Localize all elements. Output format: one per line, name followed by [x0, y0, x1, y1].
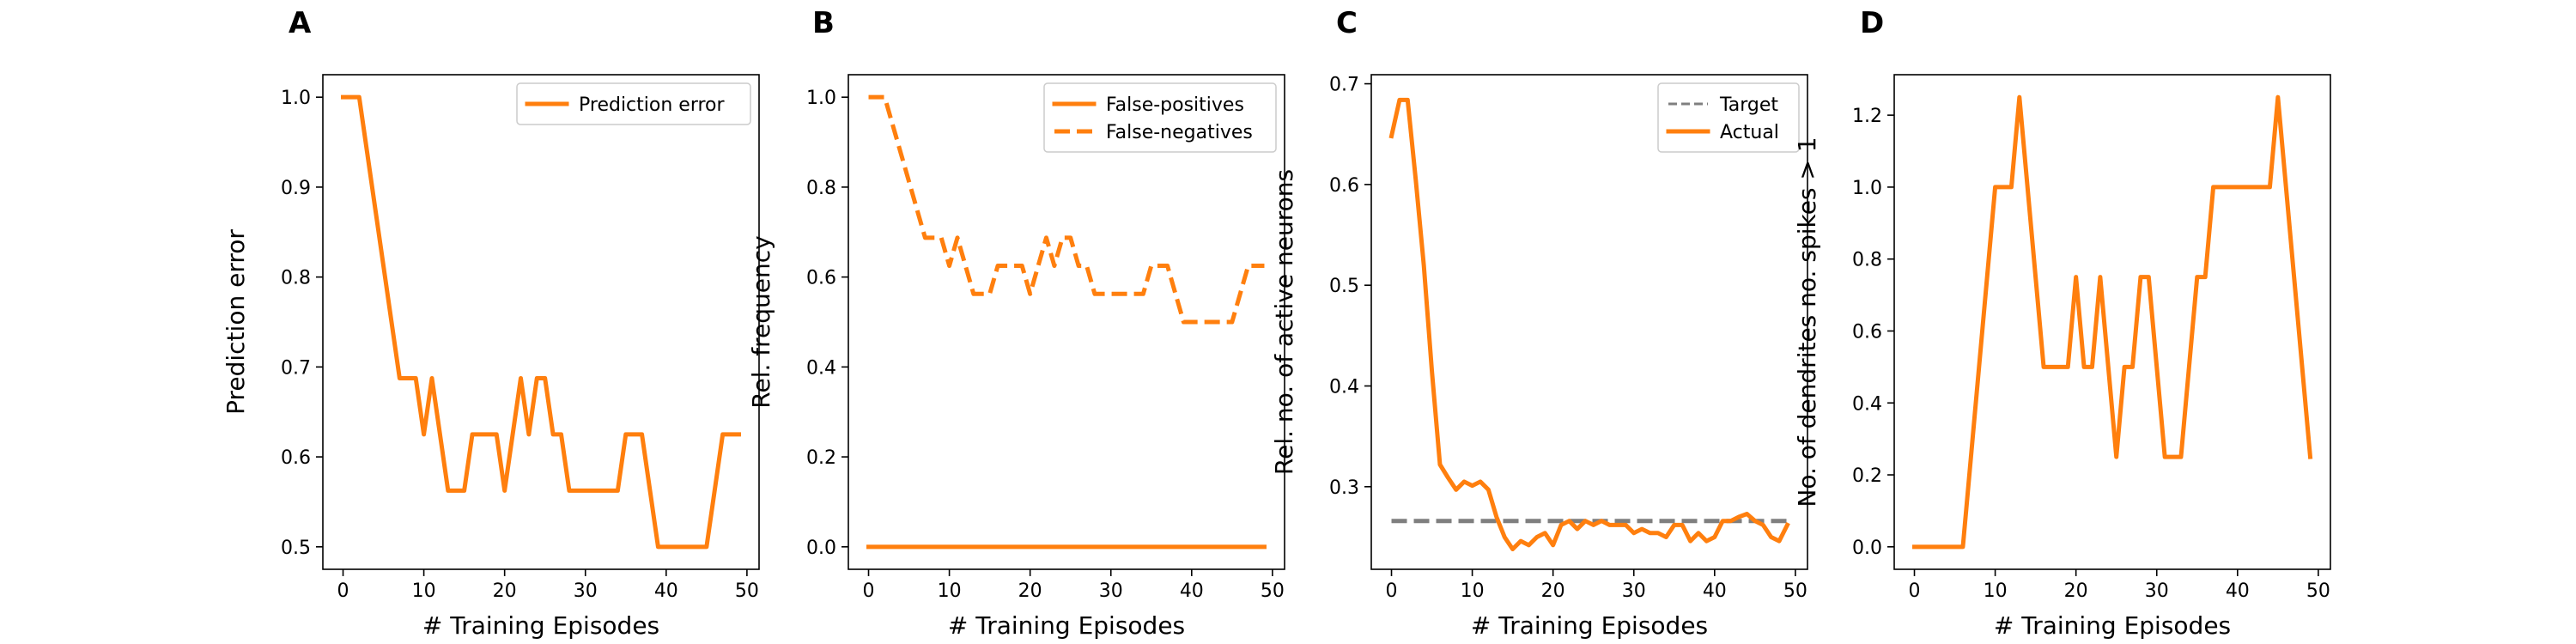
chart-panel-d: D 0 10 20 30 40 50 0.0 0.2 0.4 0.6 0.8 1.0 1.2 # Train…	[1793, 6, 2331, 640]
x-axis-label: # Training Episodes	[1471, 611, 1708, 640]
x-tick-label: 20	[493, 580, 517, 602]
y-tick-label: 0.3	[1329, 477, 1359, 499]
x-tick-label: 30	[574, 580, 598, 602]
y-tick-label: 0.0	[806, 538, 836, 559]
plot-frame	[1370, 74, 1808, 570]
y-tick-label: 0.4	[806, 357, 836, 379]
y-tick-label: 0.4	[1852, 393, 1882, 415]
x-tick-label: 10	[1984, 580, 2008, 602]
x-tick-label: 40	[2226, 580, 2250, 602]
x-tick-label: 40	[654, 580, 678, 602]
x-tick-label: 10	[938, 580, 962, 602]
legend: Target Actual	[1657, 82, 1800, 153]
legend: Prediction error	[516, 82, 751, 125]
legend-box	[1043, 82, 1277, 153]
x-tick-label: 50	[735, 580, 759, 602]
y-axis-label: No. of dendrites no. spikes > 1	[1793, 137, 1821, 507]
y-axis-label: Rel. frequency	[747, 235, 775, 408]
plot-frame	[1893, 74, 2331, 570]
plot-frame	[322, 74, 760, 570]
x-tick-label: 20	[1541, 580, 1565, 602]
legend-box	[1657, 82, 1800, 153]
x-tick-label: 30	[1099, 580, 1123, 602]
x-tick-label: 50	[1783, 580, 1807, 602]
x-tick-label: 50	[2306, 580, 2330, 602]
y-tick-label: 1.0	[1852, 178, 1882, 199]
y-tick-label: 0.2	[1852, 465, 1882, 487]
y-tick-label: 1.2	[1852, 106, 1882, 127]
y-tick-label: 0.5	[1329, 276, 1359, 297]
series-line-false-negatives	[868, 94, 1265, 325]
x-axis-label: # Training Episodes	[1994, 611, 2231, 640]
x-tick-label: 30	[1622, 580, 1646, 602]
x-tick-label: 0	[1386, 580, 1398, 602]
y-tick-label: 0.2	[806, 447, 836, 469]
y-tick-label: 0.7	[281, 357, 311, 379]
legend-label: False-positives	[1106, 94, 1244, 116]
y-tick-label: 0.8	[806, 178, 836, 199]
panel-letter: B	[812, 6, 835, 40]
y-tick-label: 0.6	[281, 447, 311, 469]
y-tick-label: 1.0	[806, 88, 836, 109]
y-tick-label: 1.0	[281, 88, 311, 109]
y-tick-label: 0.4	[1329, 376, 1359, 398]
x-tick-label: 50	[1261, 580, 1285, 602]
x-tick-label: 10	[1461, 580, 1485, 602]
x-tick-label: 20	[2064, 580, 2088, 602]
legend-box	[516, 82, 751, 125]
series-line-actual	[1388, 97, 1790, 552]
legend-label: Actual	[1720, 122, 1779, 143]
y-axis-label: Rel. no. of active neurons	[1270, 169, 1298, 475]
y-tick-label: 0.5	[281, 538, 311, 559]
x-tick-label: 10	[412, 580, 436, 602]
legend: False-positives False-negatives	[1043, 82, 1277, 153]
y-axis-label: Prediction error	[222, 229, 250, 415]
x-axis-label: # Training Episodes	[948, 611, 1185, 640]
x-tick-label: 0	[337, 580, 349, 602]
panel-letter: D	[1860, 6, 1884, 40]
chart-panel-c: C 0 10 20 30 40 50 0.3 0.4 0.5 0.6 0.7 # Training Ep…	[1270, 6, 1808, 640]
x-axis-label: # Training Episodes	[422, 611, 659, 640]
series-line-prediction-error	[341, 94, 741, 550]
x-tick-label: 40	[1180, 580, 1204, 602]
x-tick-label: 0	[1909, 580, 1921, 602]
y-tick-label: 0.8	[281, 268, 311, 289]
y-tick-label: 0.6	[1852, 321, 1882, 343]
legend-label: Target	[1719, 94, 1778, 116]
legend-label: False-negatives	[1106, 122, 1253, 143]
x-tick-label: 0	[863, 580, 875, 602]
y-tick-label: 0.9	[281, 178, 311, 199]
x-tick-label: 30	[2145, 580, 2169, 602]
chart-panel-a: A 0 10 20 30 40 50 0.5 0.6 0.7 0.8 0.9 1.0 # Training…	[222, 6, 760, 640]
legend-label: Prediction error	[579, 94, 725, 116]
y-tick-label: 0.7	[1329, 75, 1359, 96]
y-tick-label: 0.6	[1329, 175, 1359, 197]
y-tick-label: 0.6	[806, 268, 836, 289]
plot-frame	[848, 74, 1285, 570]
series-line-series	[1912, 94, 2313, 550]
panel-letter: C	[1336, 6, 1358, 40]
y-tick-label: 0.0	[1852, 538, 1882, 559]
x-tick-label: 20	[1018, 580, 1042, 602]
panel-letter: A	[289, 6, 312, 40]
y-tick-label: 0.8	[1852, 250, 1882, 271]
x-tick-label: 40	[1703, 580, 1727, 602]
chart-panel-b: B 0 10 20 30 40 50 0.0 0.2 0.4 0.6 0.8 1.0 # Training…	[747, 6, 1285, 640]
